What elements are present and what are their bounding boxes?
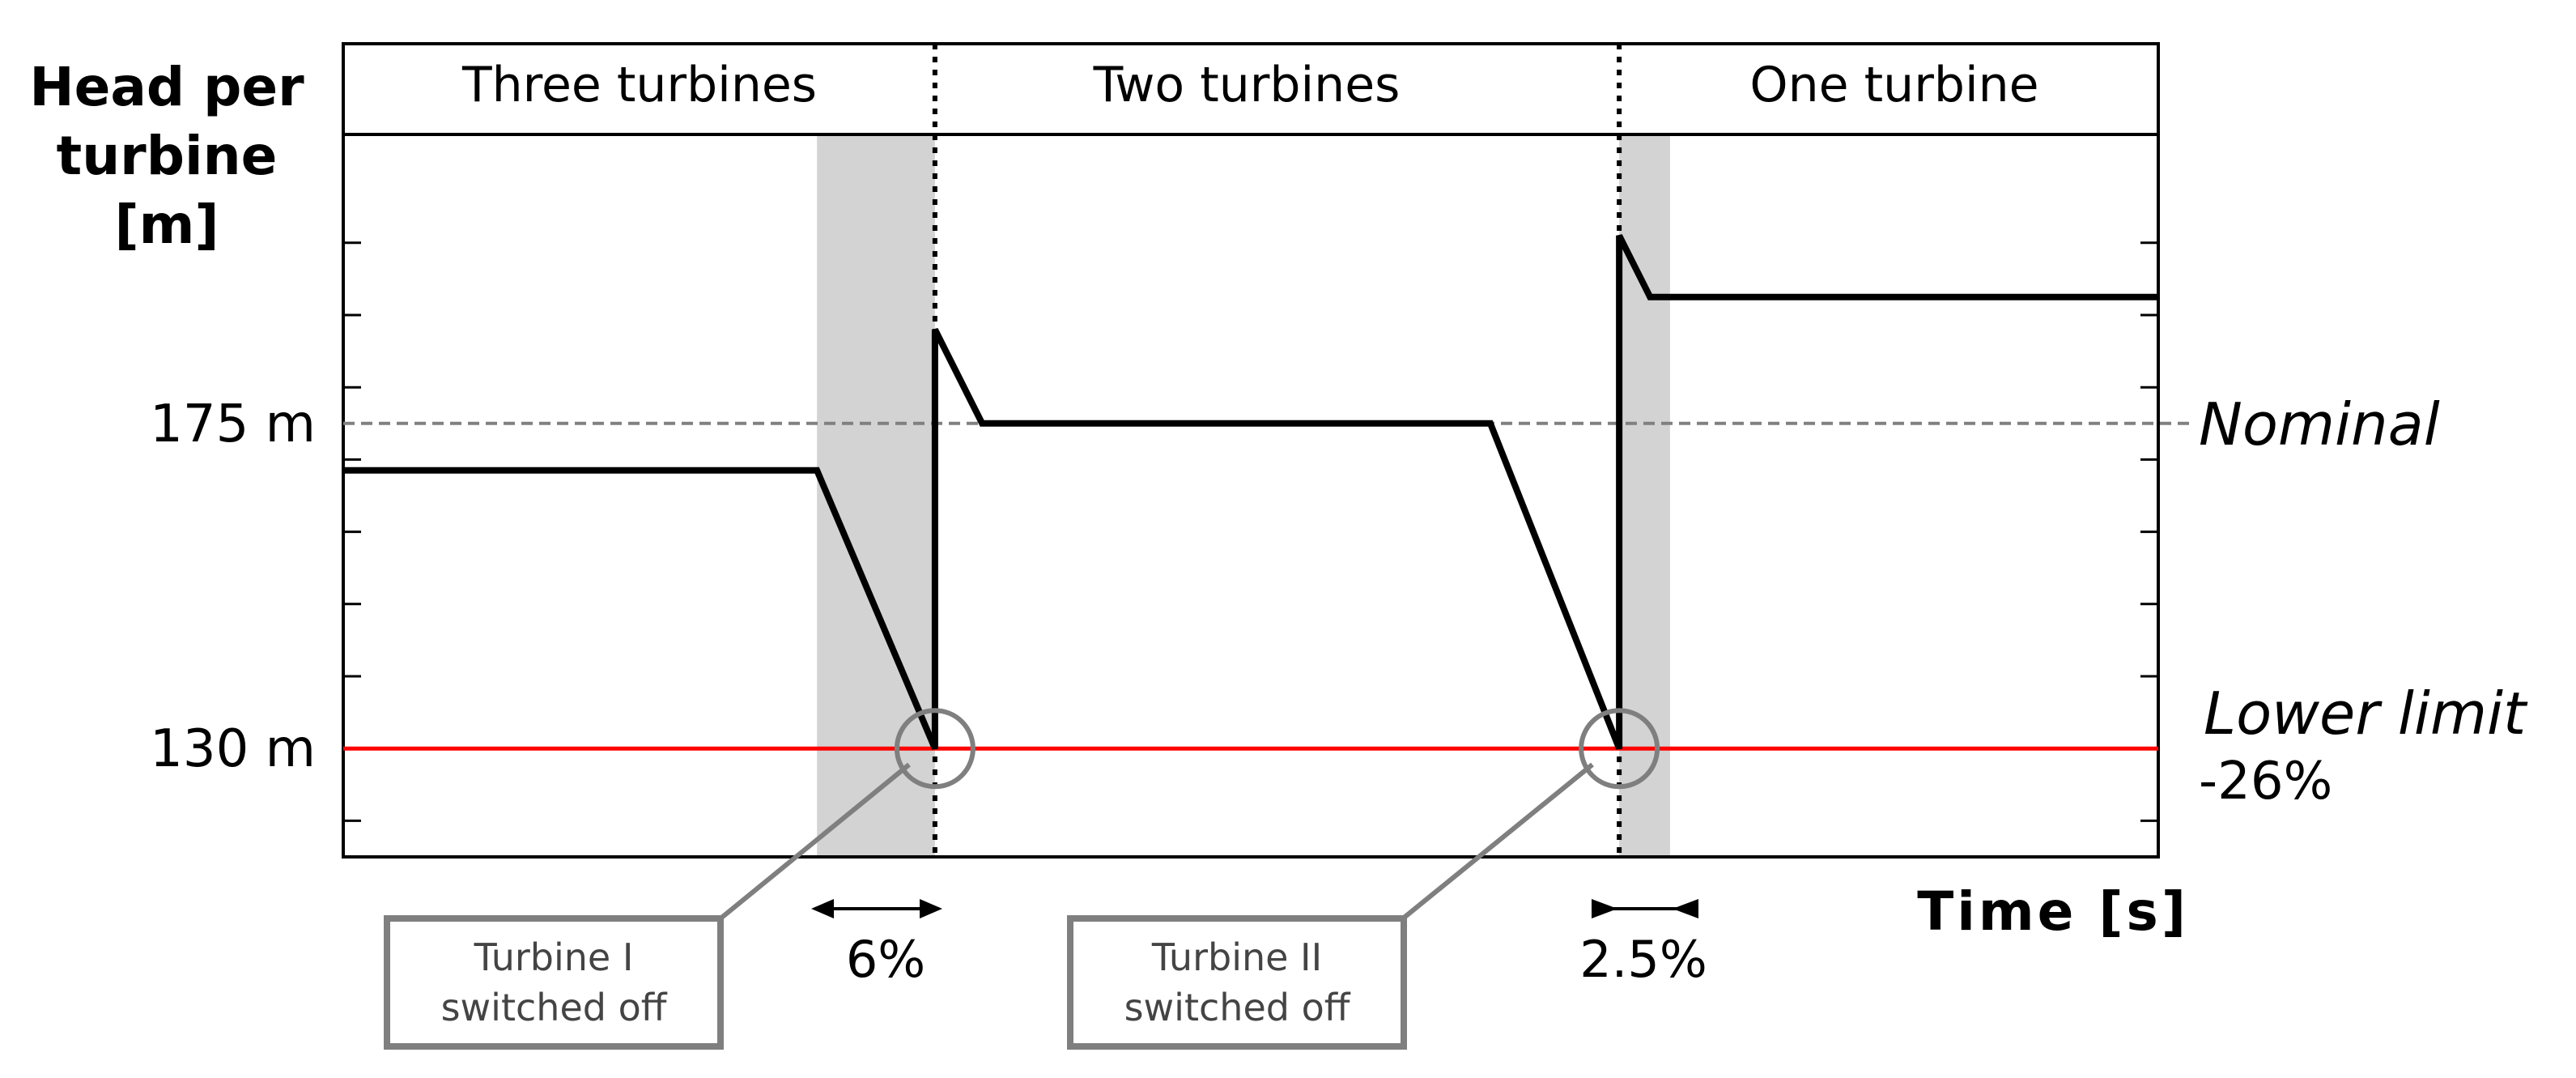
shaded-spans xyxy=(817,134,1670,857)
switch-off-marker-2 xyxy=(1579,708,1660,790)
y-axis-label-line-1: Head per xyxy=(29,56,304,118)
callout-turbine-2: Turbine II switched off xyxy=(1067,915,1407,1050)
span-label-6pct: 6% xyxy=(846,930,925,989)
region-label-two-turbines: Two turbines xyxy=(1093,57,1401,113)
y-tick-label-175: 175 m xyxy=(150,394,316,454)
callout-2-line-1: Turbine II xyxy=(1151,935,1322,979)
y-axis-label-line-3: [m] xyxy=(114,194,219,256)
head-series-line xyxy=(343,234,2158,750)
switch-off-marker-1 xyxy=(894,708,976,790)
region-dividers xyxy=(932,44,1622,857)
lower-limit-label: Lower limit xyxy=(2204,680,2528,748)
callout-1-line-1: Turbine I xyxy=(474,935,634,979)
callout-1-line-2: switched off xyxy=(441,986,668,1029)
span-arrow-6pct: 6% xyxy=(811,899,942,989)
callout-2-line-2: switched off xyxy=(1124,986,1351,1029)
callout-turbine-1: Turbine I switched off xyxy=(384,915,724,1050)
lower-limit-percent-label: -26% xyxy=(2199,752,2332,812)
tick-marks xyxy=(343,241,2158,822)
x-axis-label: Time [s] xyxy=(1917,880,2189,943)
region-label-three-turbines: Three turbines xyxy=(461,57,817,113)
nominal-label: Nominal xyxy=(2199,390,2440,458)
region-label-one-turbine: One turbine xyxy=(1749,57,2038,113)
callout-leader-2 xyxy=(1401,762,1594,921)
span-label-2-5pct: 2.5% xyxy=(1579,930,1707,989)
region-header: Three turbines Two turbines One turbine xyxy=(342,42,2160,136)
y-tick-label-130: 130 m xyxy=(150,719,316,779)
plot-frame xyxy=(342,133,2160,859)
shaded-span-1 xyxy=(817,134,935,857)
span-arrow-2-5pct: 2.5% xyxy=(1579,899,1707,989)
y-axis-label-line-2: turbine xyxy=(57,125,278,187)
callout-leader-1 xyxy=(719,762,911,921)
